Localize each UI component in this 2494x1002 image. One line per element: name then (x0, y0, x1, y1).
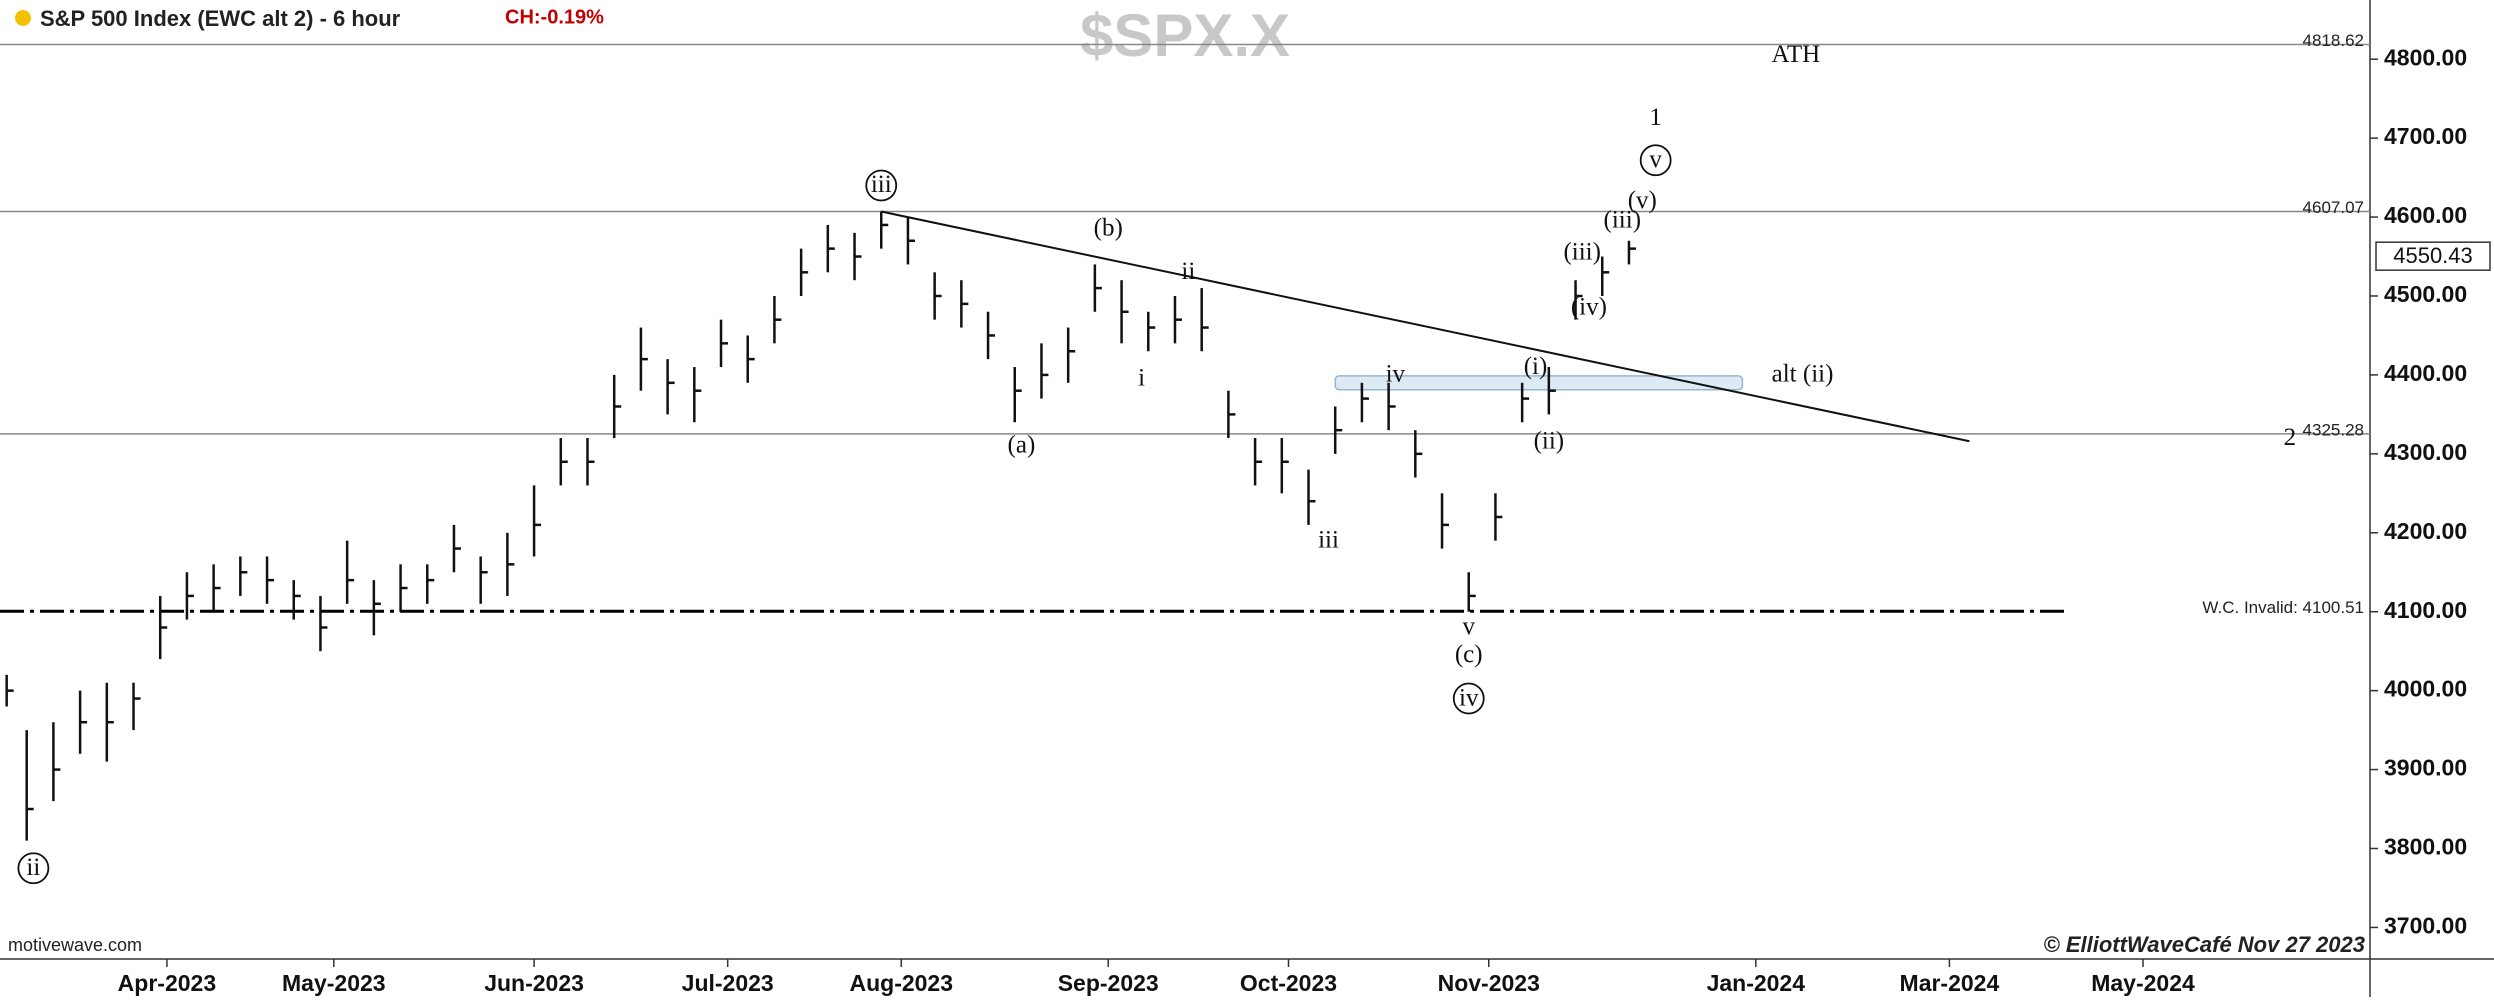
annotation: iv (1386, 361, 1406, 388)
status-dot (15, 10, 31, 26)
y-tick-label: 4500.00 (2384, 281, 2467, 307)
annotation-circle (1639, 144, 1672, 177)
x-tick-label: Aug-2023 (849, 970, 953, 996)
last-price-box (2375, 241, 2491, 271)
x-tick-label: Jan-2024 (1707, 970, 1806, 996)
annotation: (iv) (1571, 294, 1607, 321)
x-tick-label: Mar-2024 (1900, 970, 2000, 996)
annotation: 2 (2284, 424, 2297, 451)
last-price-label: 4550.43 (2393, 243, 2473, 268)
annotation: (c) (1455, 641, 1483, 668)
annotation: 1 (1649, 104, 1662, 131)
x-tick-label: Oct-2023 (1240, 970, 1337, 996)
y-tick-label: 3800.00 (2384, 834, 2467, 860)
annotation-circle (1452, 682, 1485, 715)
y-tick-label: 4700.00 (2384, 123, 2467, 149)
y-tick-label: 4300.00 (2384, 439, 2467, 465)
annotation: ATH (1772, 41, 1821, 68)
change-label: CH:-0.19% (505, 6, 604, 28)
x-tick-label: Apr-2023 (118, 970, 216, 996)
annotation-circle (17, 852, 50, 885)
source: motivewave.com (8, 935, 142, 955)
level-label: W.C. Invalid: 4100.51 (2202, 598, 2364, 617)
y-tick-label: 4800.00 (2384, 44, 2467, 70)
annotation: iii (1318, 526, 1339, 553)
chart-title: S&P 500 Index (EWC alt 2) - 6 hour (40, 6, 401, 31)
annotation: (iii) (1604, 207, 1642, 234)
annotation: v (1462, 613, 1475, 640)
x-tick-label: Sep-2023 (1058, 970, 1159, 996)
annotation: (a) (1008, 432, 1036, 459)
watermark: $SPX.X (1080, 2, 1290, 69)
credit: © ElliottWaveCafé Nov 27 2023 (2044, 932, 2366, 957)
x-tick-label: May-2024 (2091, 970, 2195, 996)
y-tick-label: 4600.00 (2384, 202, 2467, 228)
annotation: (ii) (1534, 428, 1565, 455)
zone (1334, 375, 1744, 391)
y-tick-label: 3700.00 (2384, 913, 2467, 939)
level-label: 4607.07 (2303, 198, 2364, 217)
annotation: ii (26, 854, 40, 881)
level-label: 4818.62 (2303, 31, 2364, 50)
annotation: i (1138, 365, 1145, 392)
trendline (881, 210, 1970, 443)
annotation: (i) (1524, 353, 1548, 380)
annotation: (v) (1628, 187, 1657, 214)
annotation-circle (865, 169, 898, 202)
x-tick-label: May-2023 (282, 970, 386, 996)
y-tick-label: 4000.00 (2384, 676, 2467, 702)
y-tick-label: 4400.00 (2384, 360, 2467, 386)
annotation: (b) (1094, 215, 1123, 242)
x-tick-label: Jul-2023 (682, 970, 774, 996)
annotation: alt (ii) (1772, 361, 1834, 388)
x-tick-label: Nov-2023 (1438, 970, 1540, 996)
x-tick-label: Jun-2023 (484, 970, 584, 996)
y-tick-label: 4100.00 (2384, 597, 2467, 623)
y-tick-label: 4200.00 (2384, 518, 2467, 544)
annotation: iv (1459, 684, 1479, 711)
annotation: iii (871, 171, 892, 198)
y-tick-label: 3900.00 (2384, 755, 2467, 781)
annotation: (iii) (1563, 238, 1601, 265)
annotation: v (1649, 146, 1662, 173)
level-label: 4325.28 (2303, 420, 2364, 439)
annotation: ii (1181, 258, 1195, 285)
